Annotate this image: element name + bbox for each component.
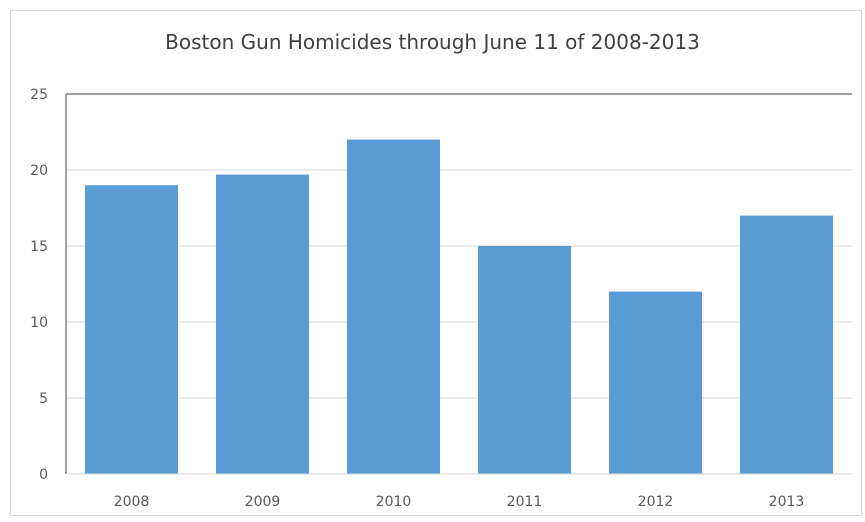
gridlines [66,93,852,399]
y-tick-label: 25 [30,87,48,103]
y-tick-label: 10 [30,315,48,331]
y-tick-label: 20 [30,163,48,179]
x-tick-label: 2013 [769,494,805,510]
x-tick-label: 2008 [114,494,150,510]
bar [84,185,179,474]
x-tick-label: 2012 [638,494,674,510]
bars [84,139,834,474]
bar [608,291,703,474]
y-tick-label: 15 [30,239,48,255]
y-tick-label: 5 [39,391,48,407]
bar [739,215,834,474]
chart-title: Boston Gun Homicides through June 11 of … [165,30,700,54]
x-axis-ticks: 2008 2009 2010 2011 2012 2013 [114,494,805,510]
y-axis-ticks: 0 5 10 15 20 25 [30,87,48,483]
bar [477,246,572,474]
x-tick-label: 2011 [507,494,543,510]
x-tick-label: 2010 [376,494,412,510]
bar [215,174,310,474]
x-tick-label: 2009 [245,494,281,510]
bar [346,139,441,474]
y-tick-label: 0 [39,467,48,483]
